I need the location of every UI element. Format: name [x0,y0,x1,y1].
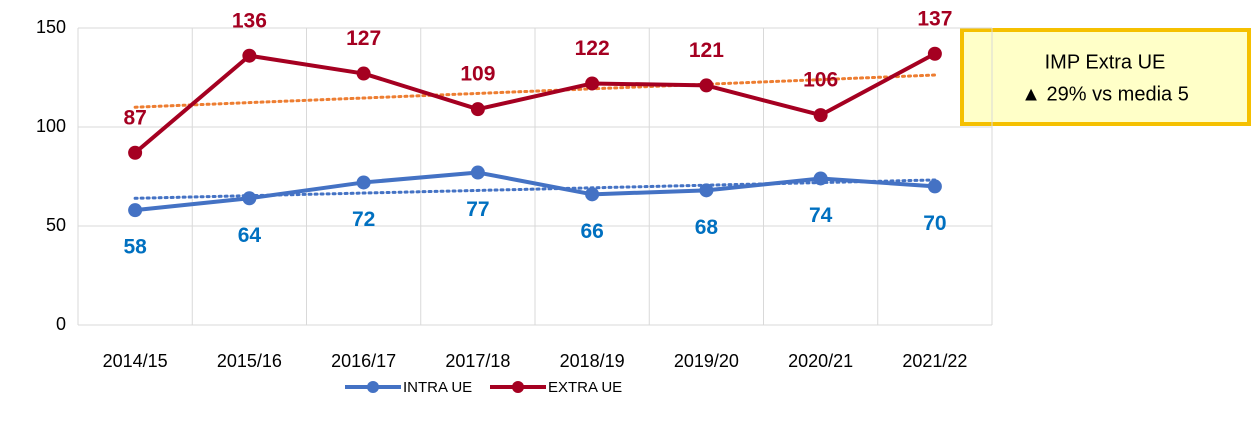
point [813,171,828,186]
data-label: 66 [580,220,603,243]
point [128,145,143,160]
data-label: 127 [346,27,381,50]
legend-marker [367,381,379,393]
x-tick-label: 2016/17 [331,351,396,371]
x-tick-label: 2017/18 [445,351,510,371]
data-label: 70 [923,212,946,235]
point [585,76,600,91]
y-tick-label: 150 [36,17,66,37]
series-line [133,51,936,155]
legend-marker [512,381,524,393]
data-label: 68 [695,216,719,239]
data-label: 121 [689,39,724,62]
point [927,46,942,61]
legend-label: INTRA UE [403,379,472,396]
y-tick-label: 100 [36,116,66,136]
data-label: 109 [460,63,495,86]
point [356,175,371,190]
point [927,179,942,194]
x-tick-label: 2015/16 [217,351,282,371]
x-tick-label: 2019/20 [674,351,739,371]
point [356,66,371,81]
annotation-text: ▲ 29% vs media 5 [1021,83,1189,105]
point [470,165,485,180]
x-tick-label: 2014/15 [103,351,168,371]
point [470,102,485,117]
data-label: 58 [123,236,147,259]
point [699,78,714,93]
y-tick-label: 0 [56,314,66,334]
data-label: 122 [575,37,610,60]
data-label: 106 [803,69,838,92]
data-label: 87 [123,106,146,129]
data-label: 64 [238,224,262,247]
series-line [134,170,936,213]
y-tick-label: 50 [46,215,66,235]
point [128,203,143,218]
point [699,183,714,198]
data-label: 137 [917,7,952,30]
x-tick-label: 2018/19 [560,351,625,371]
trendline [133,73,937,109]
point [813,108,828,123]
annotation-box [960,28,1251,126]
annotation-title: IMP Extra UE [1045,51,1166,73]
data-label: 74 [809,204,833,227]
data-label: 72 [352,208,375,231]
data-label: 77 [466,198,489,221]
data-label: 136 [232,9,267,32]
x-tick-label: 2021/22 [902,351,967,371]
point [242,191,257,206]
point [585,187,600,202]
point [242,48,257,63]
legend-label: EXTRA UE [548,379,622,396]
x-tick-label: 2020/21 [788,351,853,371]
